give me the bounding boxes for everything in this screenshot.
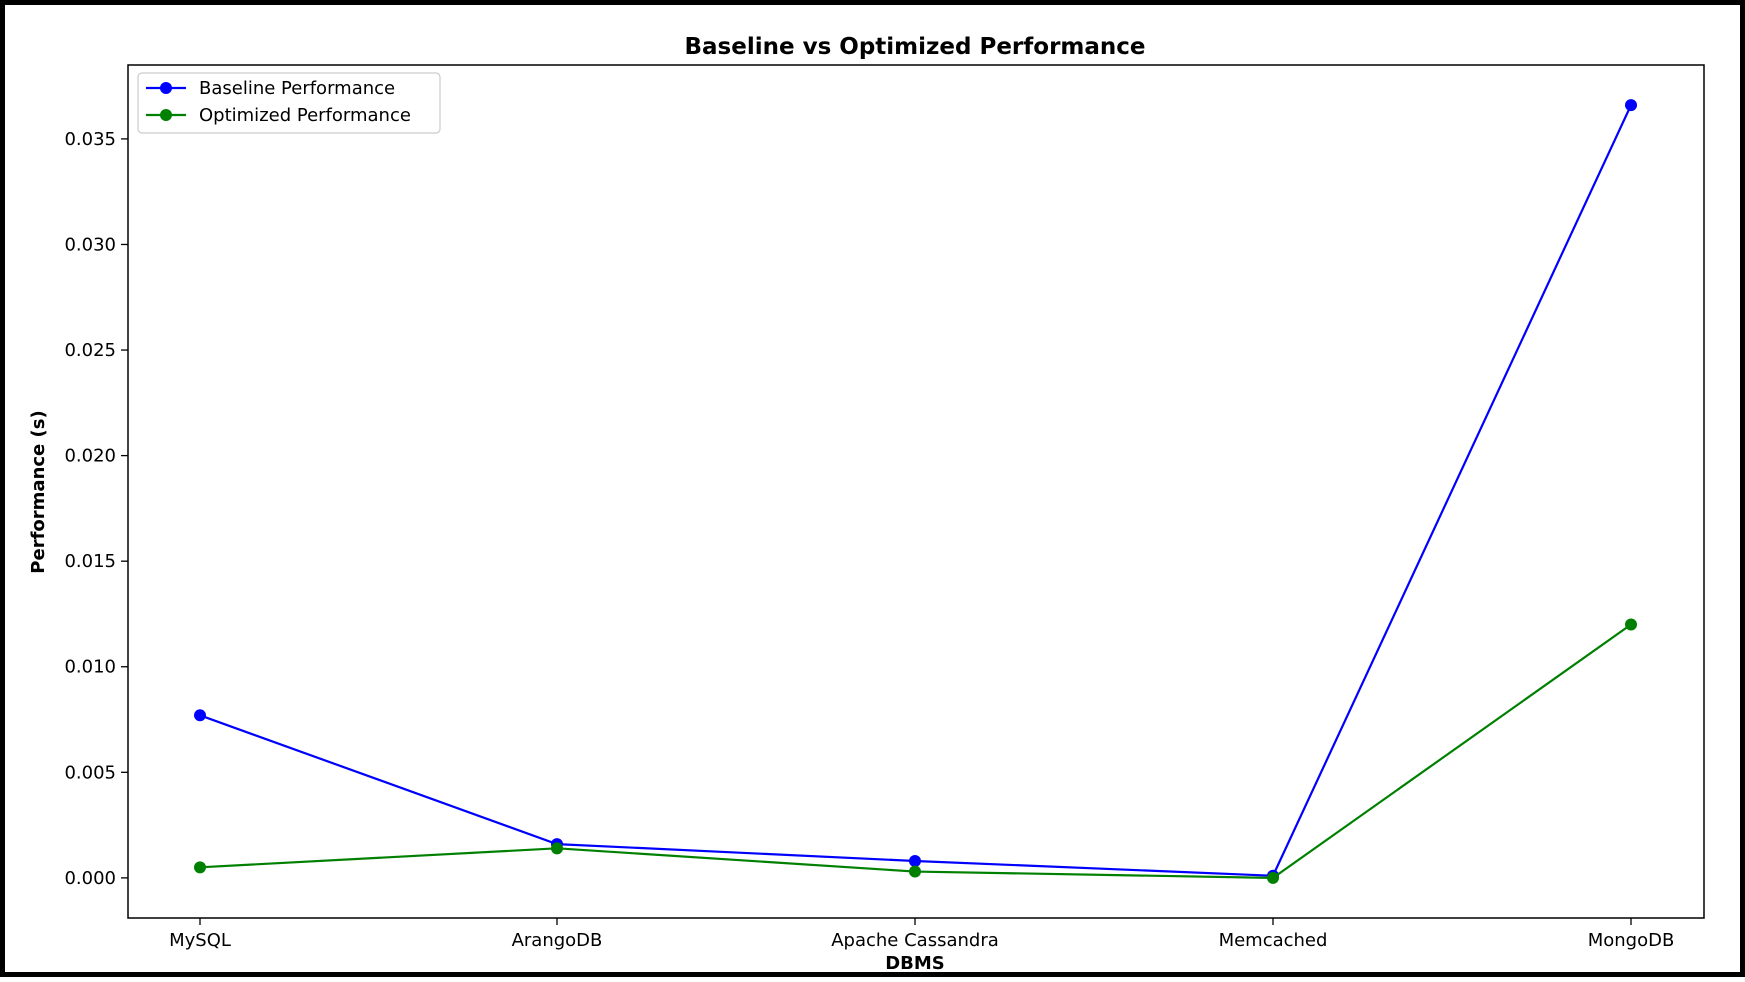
y-tick-label: 0.030 <box>64 234 116 255</box>
x-axis-ticks: MySQL ArangoDB Apache Cassandra Memcached Mo… <box>169 918 1674 951</box>
data-point-optimized <box>909 865 921 878</box>
data-point-optimized <box>1267 871 1279 884</box>
chart-title: Baseline vs Optimized Performance <box>684 34 1145 60</box>
line-chart: Baseline vs Optimized Performance DBMS P… <box>28 34 1705 974</box>
data-point-optimized <box>194 861 206 874</box>
legend-box <box>137 72 441 134</box>
legend-marker-baseline <box>160 82 172 94</box>
legend-label-baseline: Baseline Performance <box>199 78 395 99</box>
legend-label-optimized: Optimized Performance <box>199 105 411 126</box>
legend: Baseline Performance Optimized Performan… <box>137 72 441 134</box>
y-tick-label: 0.025 <box>64 340 116 361</box>
series-group <box>194 99 1637 884</box>
x-tick-label: Memcached <box>1219 930 1328 951</box>
y-tick-label: 0.035 <box>64 129 116 150</box>
data-point-baseline <box>1625 99 1637 112</box>
y-tick-label: 0.000 <box>64 868 116 889</box>
x-axis-label: DBMS <box>885 953 945 974</box>
y-tick-label: 0.015 <box>64 551 116 572</box>
series-line-baseline <box>199 104 1632 877</box>
data-point-baseline <box>194 709 206 722</box>
x-tick-label: Apache Cassandra <box>831 930 999 951</box>
x-tick-label: MySQL <box>169 930 231 951</box>
y-axis-ticks: 0.000 0.005 0.010 0.015 0.020 0.025 0.030 0.035 <box>64 129 128 889</box>
y-axis-label: Performance (s) <box>28 410 49 573</box>
data-point-optimized <box>1625 618 1637 631</box>
data-point-baseline <box>909 854 921 867</box>
y-tick-label: 0.005 <box>64 762 116 783</box>
legend-marker-optimized <box>160 109 172 121</box>
y-tick-label: 0.020 <box>64 446 116 467</box>
plot-area <box>127 64 1705 919</box>
x-tick-label: MongoDB <box>1588 930 1675 951</box>
data-point-optimized <box>551 842 563 855</box>
y-tick-label: 0.010 <box>64 657 116 678</box>
x-tick-label: ArangoDB <box>512 930 603 951</box>
series-line-optimized <box>199 623 1632 879</box>
